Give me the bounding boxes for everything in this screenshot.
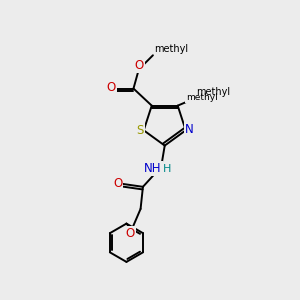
Text: H: H	[163, 164, 171, 173]
Text: N: N	[185, 123, 194, 136]
Text: O: O	[113, 177, 122, 190]
Text: S: S	[136, 124, 144, 137]
Text: methyl: methyl	[186, 93, 218, 102]
Text: methyl: methyl	[154, 44, 188, 54]
Text: methyl: methyl	[196, 87, 230, 97]
Text: O: O	[135, 59, 144, 72]
Text: NH: NH	[144, 162, 162, 175]
Text: O: O	[126, 226, 135, 239]
Text: O: O	[106, 82, 116, 94]
